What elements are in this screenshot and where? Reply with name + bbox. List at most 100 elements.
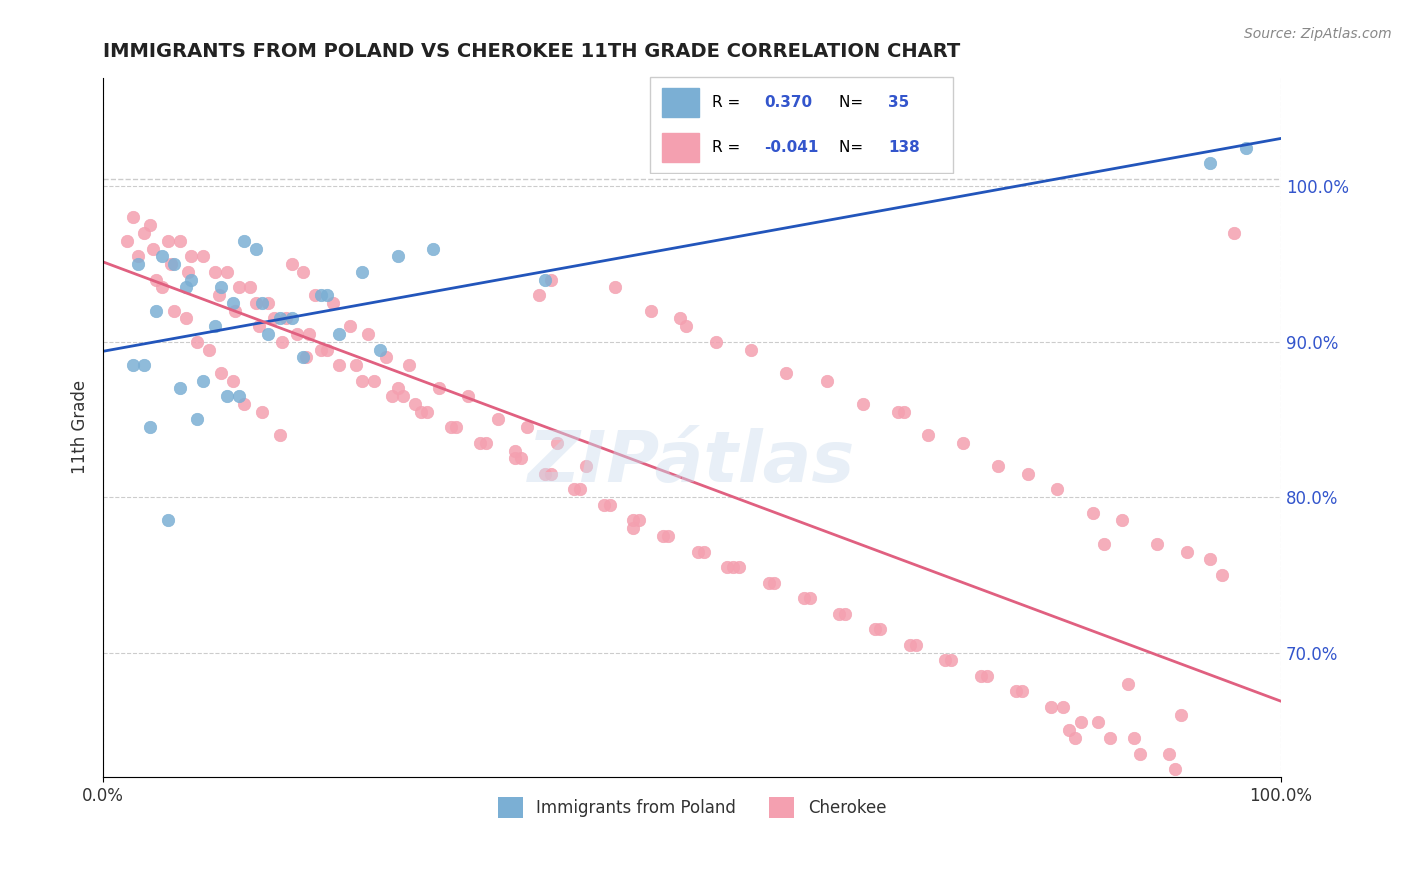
Point (1129, 747, 1152, 761)
Point (344, 358, 367, 372)
Point (439, 420, 461, 434)
Point (274, 311, 297, 326)
Point (976, 669, 998, 683)
Point (328, 326, 350, 341)
Point (271, 334, 294, 349)
Point (669, 311, 692, 326)
Text: R =: R = (711, 140, 745, 155)
Point (704, 334, 727, 349)
Text: IMMIGRANTS FROM POLAND VS CHEROKEE 11TH GRADE CORRELATION CHART: IMMIGRANTS FROM POLAND VS CHEROKEE 11TH … (103, 42, 960, 61)
Point (257, 296, 280, 310)
Point (224, 303, 246, 318)
Point (475, 435, 498, 450)
Point (562, 483, 585, 497)
Point (893, 405, 915, 419)
Point (716, 560, 738, 574)
Point (381, 389, 404, 403)
Point (675, 319, 697, 334)
Point (127, 257, 149, 271)
Point (1199, 156, 1222, 170)
Point (250, 296, 273, 310)
Point (163, 303, 186, 318)
Point (180, 272, 202, 286)
Point (1011, 684, 1033, 698)
Point (298, 326, 321, 341)
Point (834, 607, 856, 621)
Point (304, 288, 326, 302)
Point (245, 296, 267, 310)
Point (1199, 552, 1222, 566)
Point (156, 513, 179, 527)
Point (280, 311, 302, 326)
Point (363, 374, 385, 388)
Point (115, 234, 138, 248)
Point (1229, 793, 1251, 807)
Point (142, 242, 165, 256)
Point (215, 265, 238, 279)
Point (799, 591, 821, 606)
Point (898, 638, 921, 652)
Point (1046, 483, 1069, 497)
Point (621, 513, 644, 527)
Point (357, 326, 380, 341)
Point (1081, 506, 1104, 520)
Point (156, 234, 179, 248)
Point (904, 638, 927, 652)
Point (209, 366, 232, 380)
Point (169, 234, 191, 248)
Y-axis label: 11th Grade: 11th Grade (72, 380, 89, 475)
Point (657, 529, 679, 543)
Point (1211, 567, 1233, 582)
Point (204, 265, 226, 279)
Point (280, 257, 302, 271)
Point (150, 249, 173, 263)
Point (1164, 762, 1187, 776)
Point (775, 366, 797, 380)
Point (193, 374, 215, 388)
Point (1070, 715, 1092, 730)
Point (233, 234, 256, 248)
Point (686, 544, 709, 558)
Point (352, 265, 374, 279)
Point (263, 311, 285, 326)
Point (422, 242, 444, 256)
Point (427, 381, 450, 395)
Point (693, 544, 716, 558)
Point (605, 280, 627, 294)
Point (516, 420, 538, 434)
Point (817, 374, 839, 388)
Bar (662, 133, 699, 162)
Point (316, 343, 339, 357)
Point (533, 272, 555, 286)
Point (540, 467, 562, 481)
Point (198, 343, 221, 357)
Point (1092, 537, 1115, 551)
Point (457, 389, 479, 403)
Point (828, 607, 851, 621)
Point (134, 226, 156, 240)
Point (1111, 513, 1133, 527)
Point (446, 420, 468, 434)
Point (404, 397, 426, 411)
Point (221, 296, 243, 310)
Point (215, 389, 238, 403)
Point (1057, 723, 1080, 738)
Point (917, 428, 939, 442)
Point (486, 412, 509, 426)
Point (150, 280, 173, 294)
Point (887, 405, 910, 419)
Point (186, 412, 208, 426)
Point (174, 311, 197, 326)
Point (177, 265, 200, 279)
Point (1146, 537, 1168, 551)
Point (1099, 731, 1122, 745)
Point (121, 358, 143, 372)
Point (1040, 700, 1063, 714)
Point (160, 257, 183, 271)
Point (869, 622, 891, 636)
Point (1005, 684, 1028, 698)
Point (533, 467, 555, 481)
Point (207, 288, 229, 302)
Point (145, 272, 167, 286)
Bar (662, 87, 699, 117)
